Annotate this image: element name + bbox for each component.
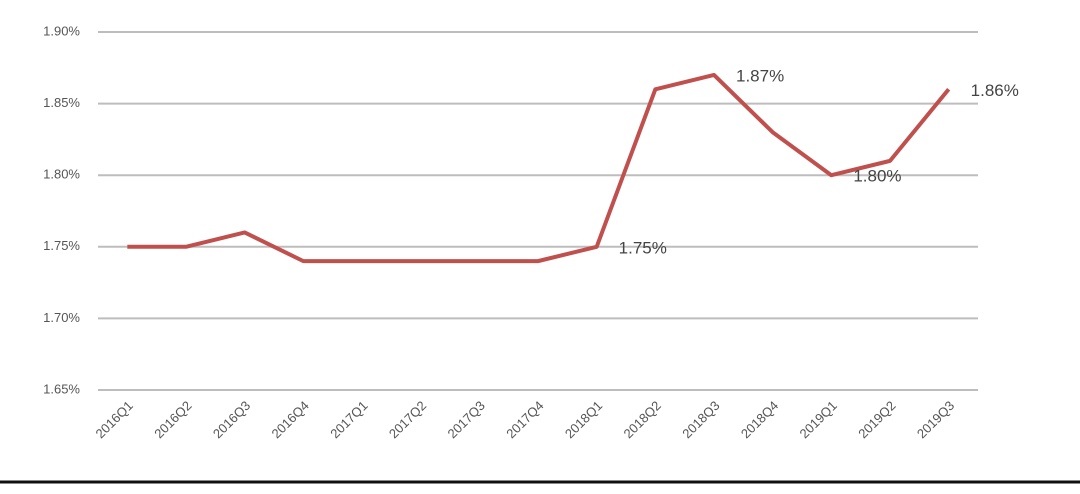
x-tick-label: 2019Q2: [855, 398, 898, 441]
data-label: 1.80%: [853, 167, 901, 186]
x-tick-label: 2016Q3: [210, 398, 253, 441]
data-label: 1.87%: [736, 66, 784, 85]
y-tick-label: 1.90%: [43, 23, 80, 38]
y-tick-label: 1.75%: [43, 238, 80, 253]
data-label: 1.75%: [619, 238, 667, 257]
y-tick-label: 1.70%: [43, 310, 80, 325]
y-tick-label: 1.65%: [43, 381, 80, 396]
x-tick-label: 2019Q1: [797, 398, 840, 441]
x-tick-label: 2018Q3: [679, 398, 722, 441]
x-tick-label: 2016Q1: [93, 398, 136, 441]
x-tick-label: 2017Q2: [386, 398, 429, 441]
series-line: [127, 72, 951, 264]
x-tick-label: 2016Q4: [269, 398, 312, 441]
x-tick-label: 2018Q4: [738, 398, 781, 441]
x-tick-label: 2016Q2: [151, 398, 194, 441]
data-label: 1.86%: [971, 81, 1019, 100]
x-tick-label: 2018Q1: [562, 398, 605, 441]
x-tick-label: 2017Q3: [445, 398, 488, 441]
x-tick-label: 2017Q4: [503, 398, 546, 441]
x-tick-label: 2017Q1: [327, 398, 370, 441]
y-tick-label: 1.85%: [43, 95, 80, 110]
x-tick-label: 2018Q2: [621, 398, 664, 441]
x-tick-label: 2019Q3: [914, 398, 957, 441]
y-tick-label: 1.80%: [43, 167, 80, 182]
